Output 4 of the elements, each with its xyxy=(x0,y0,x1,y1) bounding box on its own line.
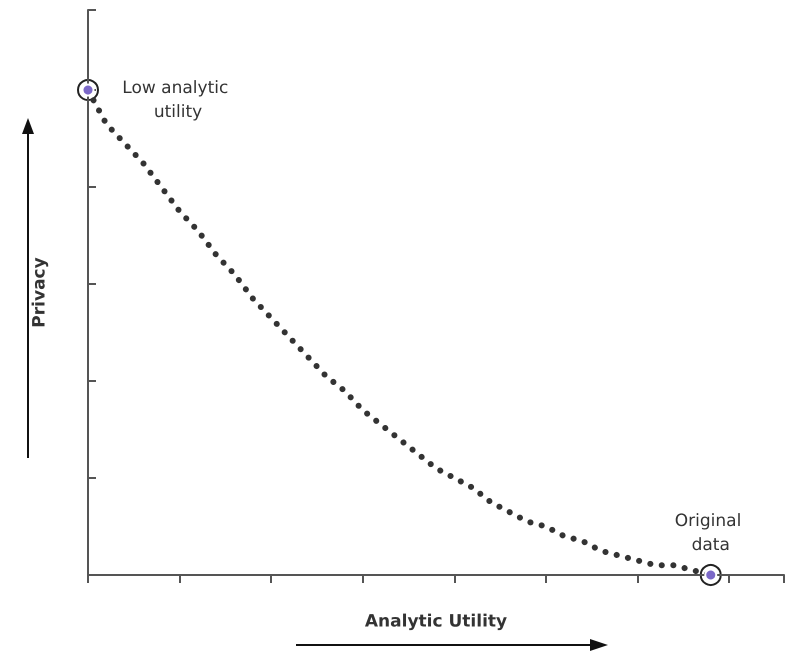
y-axis-title: Privacy xyxy=(30,257,50,328)
x-axis-title: Analytic Utility xyxy=(364,612,508,632)
annotation: Low analytic utility xyxy=(122,78,234,122)
annotation: Original data xyxy=(674,511,747,555)
